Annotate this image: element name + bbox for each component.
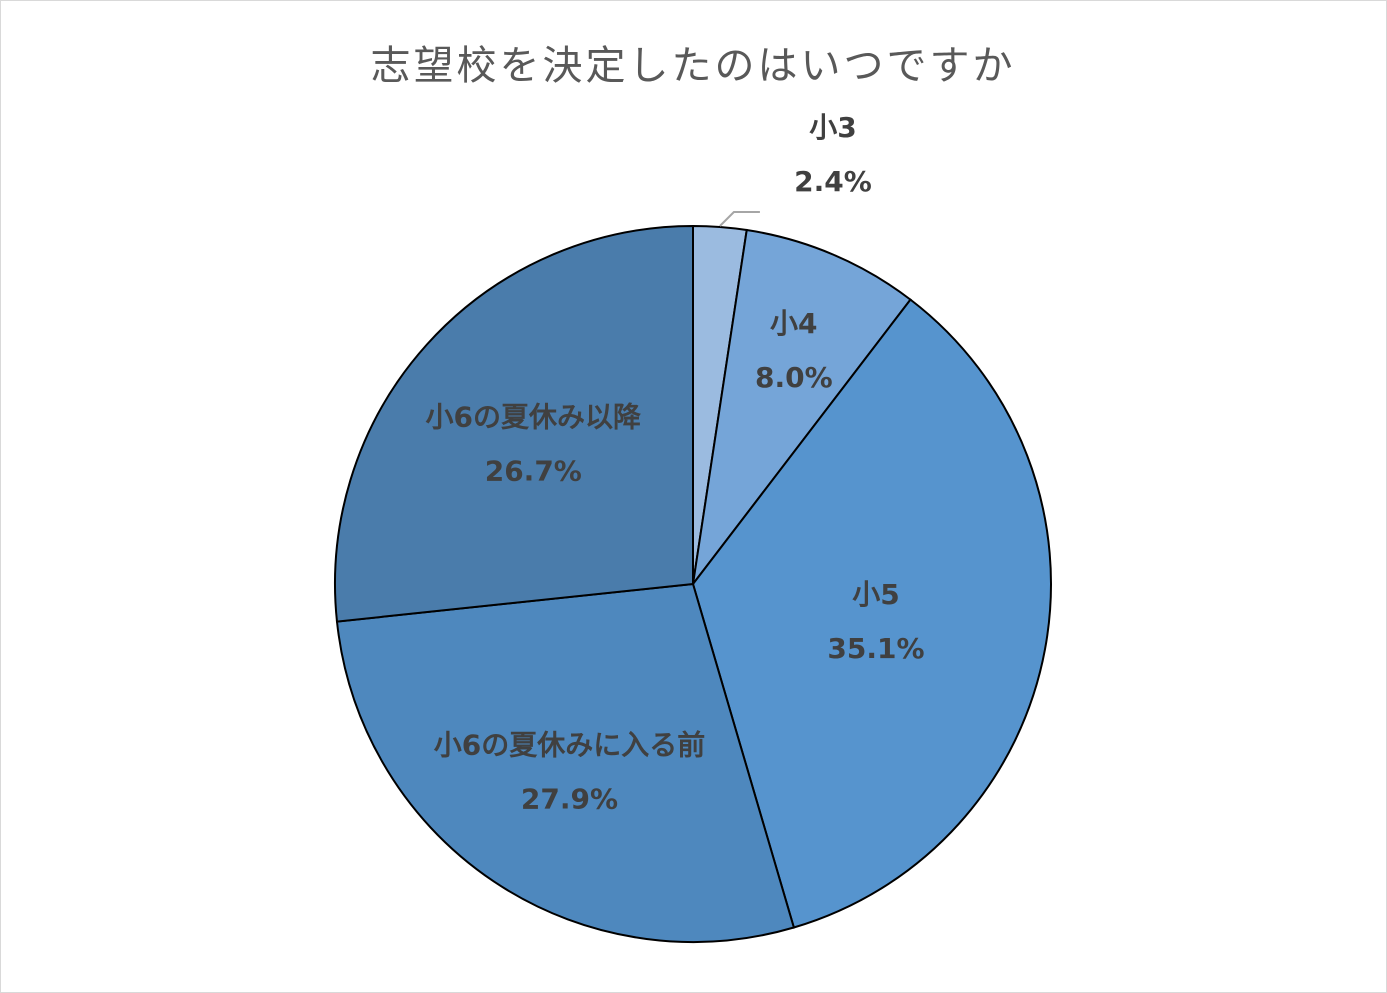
- chart-title: 志望校を決定したのはいつですか: [371, 43, 1016, 89]
- leader-line: [719, 211, 760, 227]
- pie-slice: [334, 224, 694, 623]
- slice-category-label: 小6の夏休み以降: [426, 400, 642, 433]
- pie-labels: 小3 2.4% 小4 8.0% 小5 35.1% 小6の夏休みに入る前 27.9% 小6の夏休み…: [426, 111, 925, 815]
- slice-value-label: 2.4%: [794, 165, 872, 198]
- pie-slices: [334, 224, 1052, 943]
- slice-value-label: 27.9%: [521, 782, 618, 815]
- pie-slice: [691, 298, 1052, 929]
- slice-value-label: 8.0%: [755, 361, 833, 394]
- slice-value-label: 35.1%: [827, 632, 924, 665]
- slice-category-label: 小5: [852, 578, 899, 611]
- slice-category-label: 小6の夏休みに入る前: [434, 728, 705, 761]
- slice-category-label: 小4: [770, 307, 817, 340]
- pie-slice: [692, 228, 912, 585]
- slice-value-label: 26.7%: [485, 454, 582, 487]
- pie-slice: [335, 582, 796, 943]
- slice-category-label: 小3: [809, 111, 856, 144]
